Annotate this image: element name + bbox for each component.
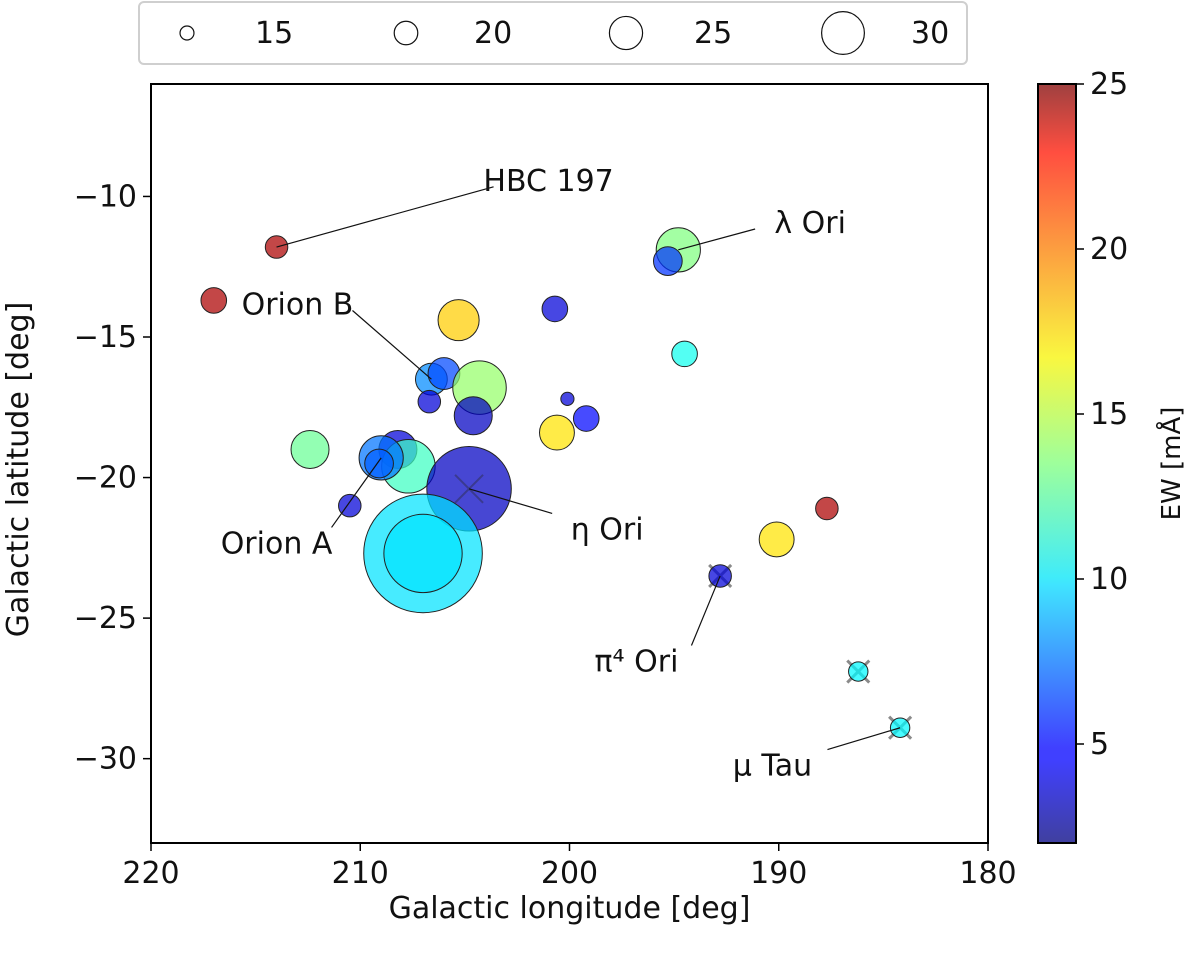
annotation-label: π⁴ Ori xyxy=(595,645,679,680)
annotation-line xyxy=(827,727,901,751)
annotation-line xyxy=(678,228,756,251)
y-axis-title: Galactic latitude [deg] xyxy=(1,302,36,638)
colorbar: 5 10 15 20 25 EW [mÅ] xyxy=(1037,67,1187,844)
data-point xyxy=(290,429,330,469)
data-point xyxy=(560,391,575,406)
data-point xyxy=(541,295,569,323)
data-point xyxy=(815,496,839,521)
legend-marker xyxy=(821,11,865,55)
colorbar-tick-label: 20 xyxy=(1090,232,1128,267)
data-point xyxy=(200,287,228,314)
data-point xyxy=(453,396,493,436)
legend-label: 15 xyxy=(255,16,293,51)
legend-label: 20 xyxy=(474,16,512,51)
x-tick-label: 190 xyxy=(750,856,807,891)
data-point xyxy=(572,405,600,432)
data-point xyxy=(338,493,362,518)
colorbar-border xyxy=(1037,83,1077,844)
data-point xyxy=(848,661,869,682)
legend-marker xyxy=(179,25,195,41)
colorbar-tick-label: 25 xyxy=(1090,67,1128,102)
data-points xyxy=(200,227,913,740)
legend-label: 30 xyxy=(911,16,949,51)
y-tick-label: −10 xyxy=(74,179,137,214)
annotation-label: η Ori xyxy=(571,512,644,547)
y-tick-label: −30 xyxy=(74,742,137,777)
annotation-line xyxy=(690,575,721,646)
annotation-label: μ Tau xyxy=(733,749,812,784)
x-tick-label: 210 xyxy=(332,856,389,891)
axes: 220 210 200 190 180 −10 −15 −20 −25 −30 Galactic l… xyxy=(1,83,1017,926)
annotation-line xyxy=(352,310,432,380)
annotation-line xyxy=(468,488,553,514)
colorbar-tick-label: 10 xyxy=(1090,562,1128,597)
x-tick-label: 200 xyxy=(541,856,598,891)
data-point xyxy=(758,521,795,558)
colorbar-gradient xyxy=(1038,84,1076,843)
colorbar-tick-label: 5 xyxy=(1090,727,1109,762)
annotation-line xyxy=(276,186,494,248)
data-point xyxy=(538,414,575,451)
y-tick-label: −20 xyxy=(74,461,137,496)
x-tick-label: 180 xyxy=(959,856,1016,891)
data-point xyxy=(417,389,442,414)
plot-background xyxy=(151,84,988,843)
legend-marker xyxy=(393,20,419,46)
x-axis-title: Galactic longitude [deg] xyxy=(389,891,751,926)
y-tick-label: −15 xyxy=(74,320,137,355)
annotation-label: λ Ori xyxy=(774,206,846,241)
annotation-label: Orion B xyxy=(242,288,354,323)
data-point xyxy=(671,340,698,368)
data-point xyxy=(364,448,394,479)
data-point xyxy=(383,513,463,594)
data-point xyxy=(652,246,683,276)
annotation-label: HBC 197 xyxy=(483,164,613,199)
size-legend: 15 20 25 30 xyxy=(138,1,968,65)
annotations: HBC 197 λ Ori Orion B Orion A η Ori π⁴ Ori μ T… xyxy=(221,164,901,784)
colorbar-tick-label: 15 xyxy=(1090,397,1128,432)
data-point xyxy=(437,299,480,342)
annotation-label: Orion A xyxy=(221,526,333,561)
annotation-line xyxy=(331,457,382,528)
legend-label: 25 xyxy=(694,16,732,51)
legend-marker xyxy=(608,15,644,51)
y-tick-label: −25 xyxy=(74,601,137,636)
plot-area xyxy=(151,84,988,843)
colorbar-title: EW [mÅ] xyxy=(1155,407,1187,521)
x-tick-label: 220 xyxy=(122,856,179,891)
legend-box xyxy=(138,1,968,65)
